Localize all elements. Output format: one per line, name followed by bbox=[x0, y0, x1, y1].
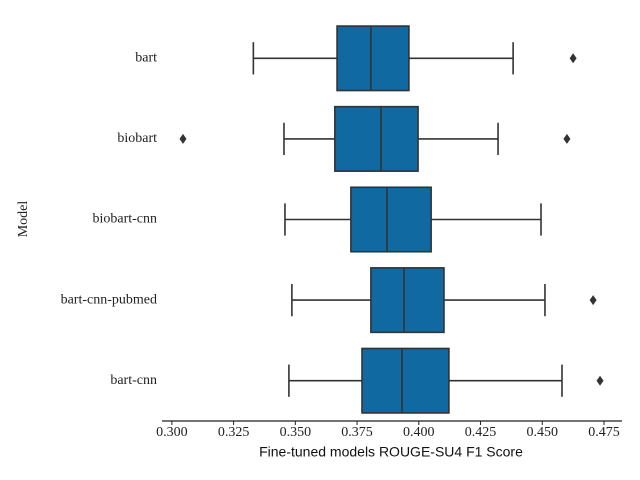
y-axis-label: Model bbox=[16, 201, 31, 238]
x-tick-label: 0.350 bbox=[280, 425, 312, 440]
x-tick-label: 0.475 bbox=[588, 425, 620, 440]
x-tick-label: 0.300 bbox=[156, 425, 188, 440]
box bbox=[336, 25, 410, 92]
x-axis-label: Fine-tuned models ROUGE-SU4 F1 Score bbox=[259, 444, 523, 460]
x-tick-label: 0.450 bbox=[526, 425, 558, 440]
outlier bbox=[569, 53, 577, 64]
outlier bbox=[596, 375, 604, 386]
y-tick-label: bart-cnn bbox=[110, 373, 157, 388]
x-tick-label: 0.325 bbox=[218, 425, 250, 440]
box bbox=[350, 186, 432, 253]
box bbox=[370, 267, 445, 334]
y-tick-label: biobart-cnn bbox=[92, 212, 157, 227]
outlier bbox=[563, 133, 571, 144]
y-tick-label: bart bbox=[135, 51, 157, 66]
outlier bbox=[589, 295, 597, 306]
box bbox=[361, 347, 450, 414]
y-tick-label: bart-cnn-pubmed bbox=[61, 292, 157, 307]
x-tick-label: 0.425 bbox=[465, 425, 497, 440]
x-tick-label: 0.400 bbox=[403, 425, 435, 440]
box bbox=[334, 105, 419, 172]
outlier bbox=[179, 133, 187, 144]
x-tick-label: 0.375 bbox=[341, 425, 373, 440]
y-tick-label: biobart bbox=[117, 131, 157, 146]
